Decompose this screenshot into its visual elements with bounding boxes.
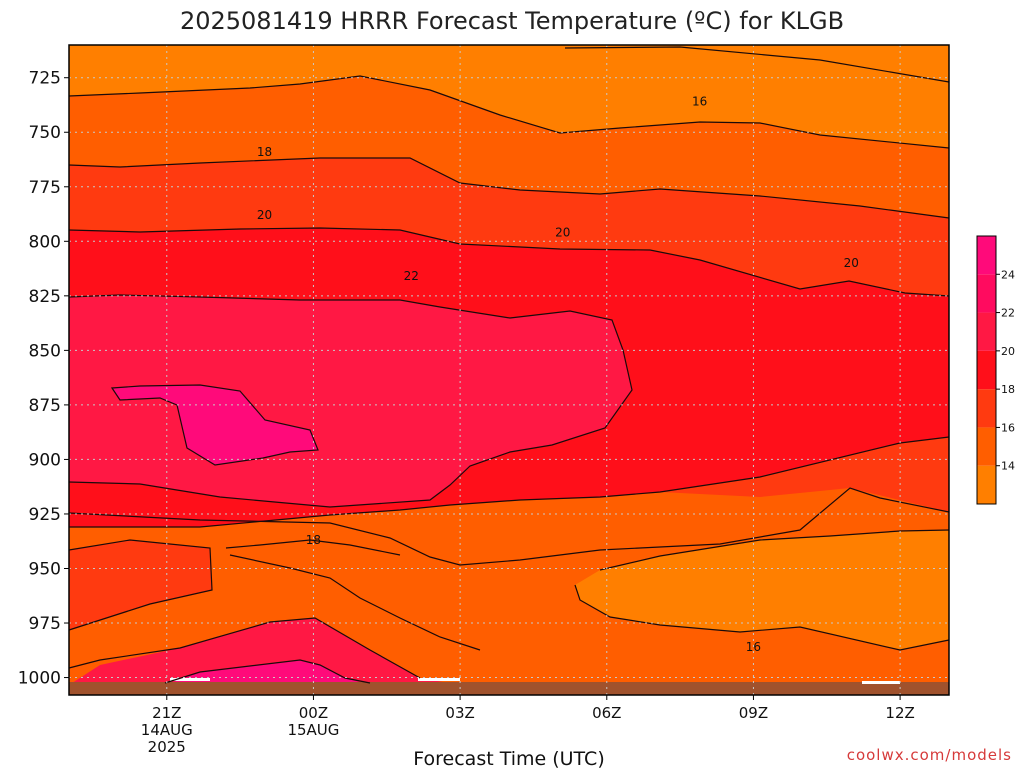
x-tick-label: 14AUG	[141, 721, 193, 739]
contour-16-upper	[68, 75, 950, 149]
contour-lines	[68, 46, 950, 684]
contour-16-right	[574, 584, 950, 651]
contour-labels: 16 18 20 20 20 22 18 16	[257, 95, 859, 654]
contour-16-lower	[599, 529, 950, 571]
contour-24-pocket	[110, 384, 319, 466]
y-tick-label: 775	[29, 178, 61, 198]
contour-18-mid	[225, 539, 401, 556]
contour-label-16: 16	[746, 640, 761, 654]
x-tick-label: 2025	[148, 738, 186, 756]
y-tick-label: 900	[29, 450, 61, 470]
x-axis-label: Forecast Time (UTC)	[413, 748, 604, 768]
plot-frame	[68, 44, 950, 696]
contour-label-text: 18	[306, 533, 321, 547]
contour-18-left	[68, 539, 213, 631]
contour-18-lower	[68, 487, 950, 566]
y-tick-label: 1000	[18, 669, 61, 689]
contour-label-text: 20	[555, 226, 570, 240]
contour-label-18: 18	[257, 145, 272, 159]
chart-title: 2025081419 HRRR Forecast Temperature (ºC…	[180, 7, 844, 35]
contour-label-text: 22	[404, 269, 419, 283]
contour-label-18: 18	[306, 533, 321, 547]
x-tick-label: 12Z	[885, 704, 914, 722]
contour-14-top	[564, 46, 950, 83]
plot-area: 16 18 20 20 20 22 18 16	[68, 44, 950, 696]
y-tick-label: 725	[29, 69, 61, 89]
contour-16-left-lower	[229, 554, 481, 651]
x-tick-label: 15AUG	[287, 721, 339, 739]
contour-20-lower	[69, 436, 950, 528]
colorbar-tick-label: 20	[1001, 345, 1015, 358]
colorbar-tick-label: 18	[1001, 383, 1015, 396]
contour-label-20: 20	[555, 226, 570, 240]
contour-label-text: 20	[844, 256, 859, 270]
x-tick-label: 06Z	[592, 704, 621, 722]
y-tick-label: 925	[29, 505, 61, 525]
surface-hot-area	[165, 660, 370, 685]
colorbar-band-18-20	[977, 350, 996, 390]
lower-left-warm-tongue	[69, 540, 212, 630]
band-24-26	[112, 385, 318, 465]
colorbar-band-20-22	[977, 312, 996, 351]
colorbar-band-22-24	[977, 274, 996, 313]
contour-surface-hot	[164, 659, 371, 684]
contour-22-core	[68, 294, 633, 508]
y-tick-label: 950	[29, 559, 61, 579]
surface-markers	[170, 678, 900, 684]
contour-label-20: 20	[257, 208, 272, 222]
contour-label-text: 16	[746, 640, 761, 654]
contour-label-16: 16	[692, 95, 707, 109]
y-tick-label: 825	[29, 287, 61, 307]
x-tick-label: 00Z	[299, 704, 328, 722]
colorbar-tick-label: 16	[1001, 421, 1015, 434]
contour-label-22: 22	[404, 269, 419, 283]
surface-warm-area	[69, 618, 460, 685]
grid-lines	[69, 45, 949, 695]
colorbar-tick-label: 22	[1001, 307, 1015, 320]
x-tick-label: 09Z	[739, 704, 768, 722]
y-tick-label: 875	[29, 396, 61, 416]
x-tick-label: 03Z	[445, 704, 474, 722]
lower-right-cool-area	[575, 530, 949, 650]
x-tick-label: 21Z	[152, 704, 181, 722]
contour-label-text: 20	[257, 208, 272, 222]
contour-label-20: 20	[844, 256, 859, 270]
colorbar: 14 16 18 20 22 24	[976, 235, 1015, 505]
colorbar-band-24-26	[977, 236, 996, 275]
y-tick-label: 850	[29, 341, 61, 361]
ground	[69, 682, 949, 695]
colorbar-band-16-18	[977, 389, 996, 428]
colorbar-tick-label: 14	[1001, 460, 1015, 473]
contour-20-upper	[68, 227, 950, 297]
colorbar-band-12-14	[977, 465, 996, 504]
contour-surface-warm	[68, 617, 421, 679]
contour-label-text: 18	[257, 145, 272, 159]
colorbar-tick-label: 24	[1001, 268, 1015, 281]
y-tick-label: 975	[29, 614, 61, 634]
colorbar-band-14-16	[977, 427, 996, 466]
y-axis-ticks: 725 750 775 800 825 850 875 900 925 950 975 1000	[18, 69, 69, 689]
colorbar-frame	[976, 235, 997, 505]
y-tick-label: 750	[29, 123, 61, 143]
y-tick-label: 800	[29, 232, 61, 252]
credit-text[interactable]: coolwx.com/models	[847, 746, 1012, 764]
contour-label-text: 16	[692, 95, 707, 109]
